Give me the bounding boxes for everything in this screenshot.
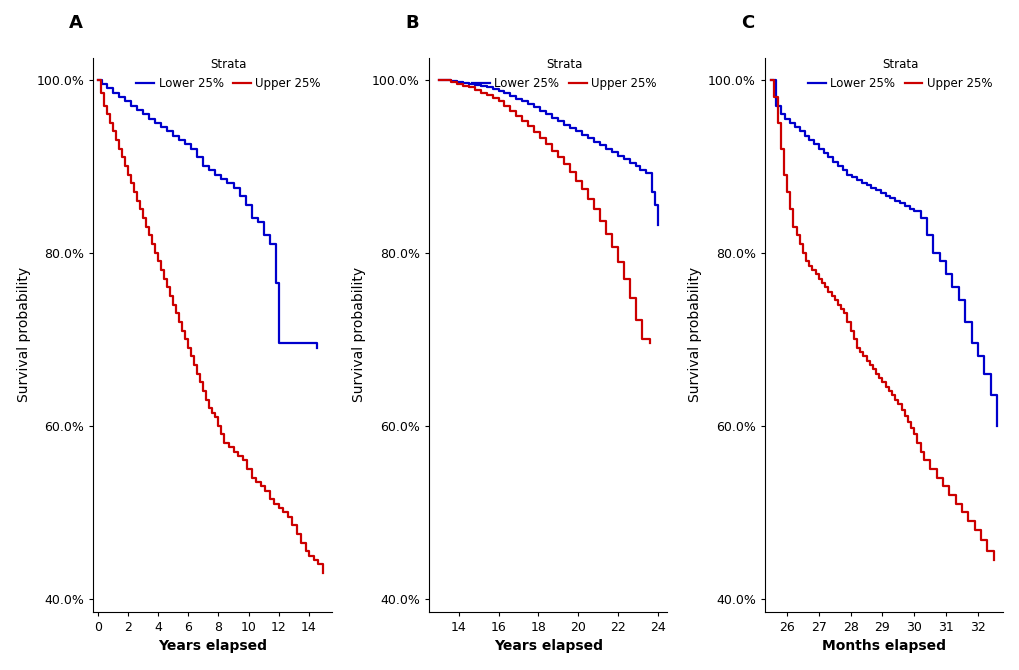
Y-axis label: Survival probability: Survival probability	[353, 267, 366, 403]
Text: A: A	[69, 13, 84, 31]
Legend: Lower 25%, Upper 25%: Lower 25%, Upper 25%	[472, 58, 656, 90]
X-axis label: Months elapsed: Months elapsed	[821, 639, 946, 653]
Y-axis label: Survival probability: Survival probability	[688, 267, 702, 403]
Y-axis label: Survival probability: Survival probability	[16, 267, 31, 403]
Legend: Lower 25%, Upper 25%: Lower 25%, Upper 25%	[807, 58, 991, 90]
X-axis label: Years elapsed: Years elapsed	[158, 639, 267, 653]
Text: B: B	[405, 13, 419, 31]
X-axis label: Years elapsed: Years elapsed	[493, 639, 602, 653]
Text: C: C	[740, 13, 753, 31]
Legend: Lower 25%, Upper 25%: Lower 25%, Upper 25%	[137, 58, 321, 90]
